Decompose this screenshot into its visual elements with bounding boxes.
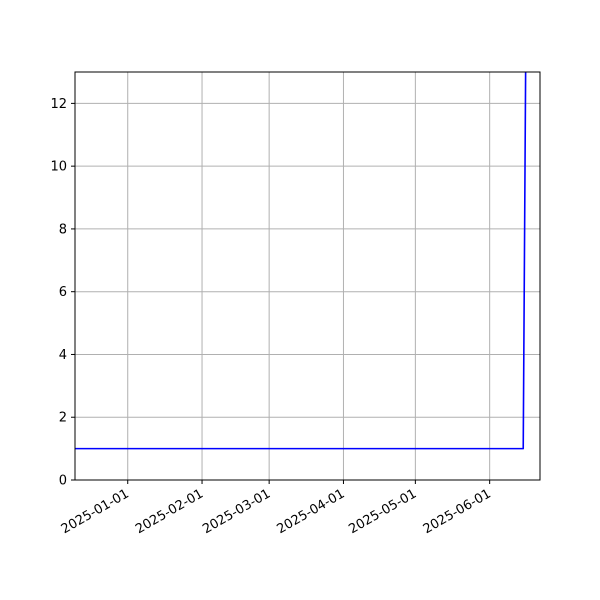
y-tick-label: 0 xyxy=(59,474,67,489)
series-layer xyxy=(75,72,527,450)
y-tick-label: 12 xyxy=(50,97,67,112)
plot-frame xyxy=(74,71,541,481)
grid-lines xyxy=(75,72,540,481)
series-line-0 xyxy=(75,72,527,450)
y-tick-label: 6 xyxy=(59,285,67,300)
y-tick-label: 2 xyxy=(59,411,67,426)
y-tick-label: 8 xyxy=(59,222,67,237)
y-tick-label: 4 xyxy=(59,348,67,363)
y-tick-label: 10 xyxy=(50,160,67,175)
